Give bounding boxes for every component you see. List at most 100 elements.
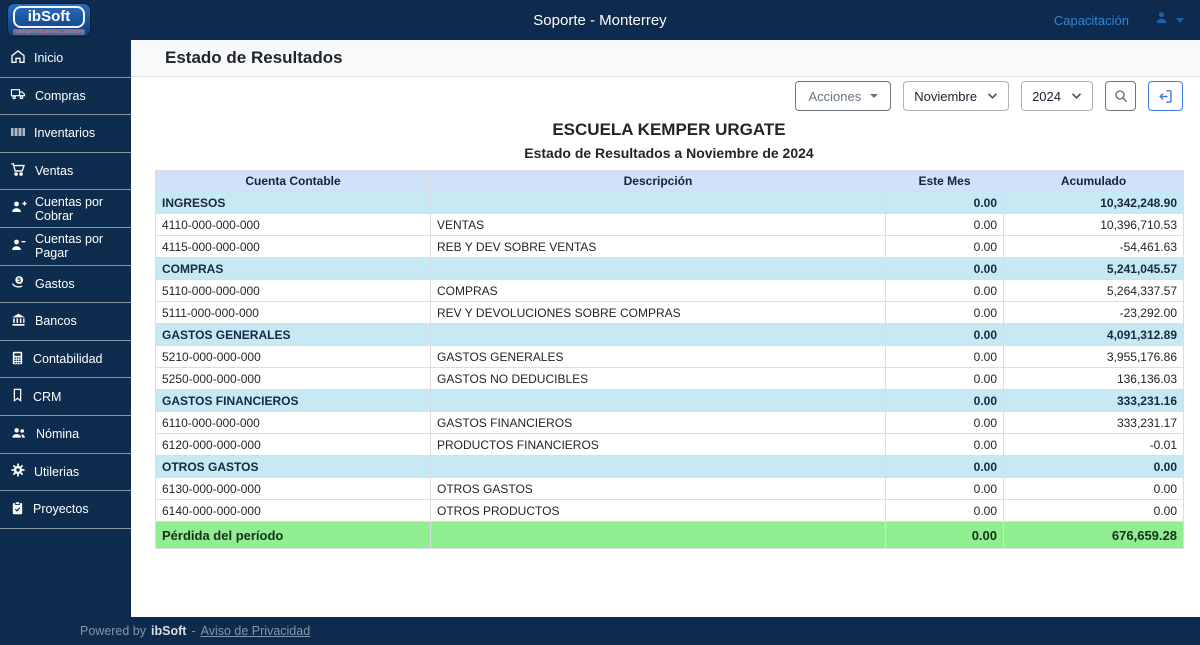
footer-brand: ibSoft xyxy=(151,624,187,638)
sidebar-item-label: Inicio xyxy=(34,51,64,66)
exit-button[interactable] xyxy=(1148,81,1183,111)
user-menu[interactable] xyxy=(1153,9,1184,31)
sidebar-item-compras[interactable]: Compras xyxy=(0,78,131,116)
detail-row: 5250-000-000-000 GASTOS NO DEDUCIBLES 0.00… xyxy=(155,367,1184,390)
acciones-button[interactable]: Acciones xyxy=(795,81,892,111)
person-plus-icon xyxy=(10,199,27,218)
sidebar-item-nomina[interactable]: Nómina xyxy=(0,416,131,454)
report-area: ESCUELA KEMPER URGATE Estado de Resultad… xyxy=(155,111,1184,549)
detail-row: 6130-000-000-000 OTROS GASTOS 0.00 0.00 xyxy=(155,477,1184,500)
total-label: Pérdida del período xyxy=(155,521,431,549)
money-hand-icon: $ xyxy=(10,274,27,294)
detail-row: 5210-000-000-000 GASTOS GENERALES 0.00 3,95… xyxy=(155,345,1184,368)
navbar-title: Soporte - Monterrey xyxy=(533,11,667,29)
report-table: Cuenta Contable Descripción Este Mes Acu… xyxy=(155,170,1184,549)
report-table-body: INGRESOS 0.00 10,342,248.90 4110-000-000-00… xyxy=(155,191,1184,522)
total-desc xyxy=(430,521,886,549)
bookmark-icon xyxy=(10,387,25,406)
month-select[interactable]: Noviembre xyxy=(903,81,1010,111)
toolbar: Acciones Noviembre 2024 xyxy=(131,81,1200,111)
col-header-acumulado: Acumulado xyxy=(1003,170,1184,192)
sidebar-item-cuentas-por-cobrar[interactable]: Cuentas por Cobrar xyxy=(0,190,131,228)
main-content: Estado de Resultados Acciones Noviembre … xyxy=(131,40,1200,617)
logo-text: ibSoft xyxy=(13,6,86,28)
search-icon xyxy=(1114,90,1127,103)
logo-tagline: Intelligent Business Software xyxy=(13,29,86,35)
sidebar-item-utilerias[interactable]: Utilerias xyxy=(0,454,131,492)
section-row: INGRESOS 0.00 10,342,248.90 xyxy=(155,191,1184,214)
caret-down-icon xyxy=(1176,17,1184,23)
chevron-down-icon xyxy=(1071,93,1082,99)
total-acumulado: 676,659.28 xyxy=(1003,521,1184,549)
col-header-este-mes: Este Mes xyxy=(885,170,1004,192)
sidebar-item-label: Proyectos xyxy=(33,502,89,517)
top-navbar: ibSoft Intelligent Business Software Sop… xyxy=(0,0,1200,40)
chevron-down-icon xyxy=(988,93,998,99)
sidebar-item-label: Inventarios xyxy=(34,126,96,141)
caret-down-icon xyxy=(870,94,879,98)
home-icon xyxy=(10,49,26,68)
sidebar-item-proyectos[interactable]: Proyectos xyxy=(0,491,131,529)
person-minus-icon xyxy=(10,237,27,256)
total-este-mes: 0.00 xyxy=(885,521,1004,549)
privacy-link[interactable]: Aviso de Privacidad xyxy=(200,624,311,638)
gear-icon xyxy=(10,462,26,481)
sidebar-item-crm[interactable]: CRM xyxy=(0,378,131,416)
sidebar-item-label: Bancos xyxy=(35,314,77,329)
footer-separator: - xyxy=(191,624,196,638)
detail-row: 6110-000-000-000 GASTOS FINANCIEROS 0.00 33… xyxy=(155,411,1184,434)
sidebar-item-contabilidad[interactable]: Contabilidad xyxy=(0,341,131,379)
sidebar-item-label: Ventas xyxy=(35,164,74,179)
user-icon xyxy=(1153,9,1170,31)
sidebar-item-label: Nómina xyxy=(36,427,80,442)
year-value: 2024 xyxy=(1032,88,1061,104)
total-row: Pérdida del período 0.00 676,659.28 xyxy=(155,521,1184,549)
col-header-cuenta-contable: Cuenta Contable xyxy=(155,170,431,192)
detail-row: 6140-000-000-000 OTROS PRODUCTOS 0.00 0.00 xyxy=(155,499,1184,522)
page-title: Estado de Resultados xyxy=(165,48,343,67)
table-header-row: Cuenta Contable Descripción Este Mes Acu… xyxy=(155,170,1184,192)
sidebar-item-label: Contabilidad xyxy=(33,352,103,367)
sidebar-item-cuentas-por-pagar[interactable]: Cuentas por Pagar xyxy=(0,228,131,266)
report-subtitle: Estado de Resultados a Noviembre de 2024 xyxy=(524,145,814,161)
sidebar-item-inventarios[interactable]: Inventarios xyxy=(0,115,131,153)
section-row: GASTOS GENERALES 0.00 4,091,312.89 xyxy=(155,323,1184,346)
sidebar-item-label: Gastos xyxy=(35,276,75,291)
sidebar-item-label: Cuentas por Cobrar xyxy=(35,194,104,223)
clipboard-icon xyxy=(10,500,25,519)
section-row: COMPRAS 0.00 5,241,045.57 xyxy=(155,257,1184,280)
col-header-descripcion: Descripción xyxy=(430,170,886,192)
page-header: Estado de Resultados xyxy=(131,40,1200,77)
sidebar-item-label: Utilerias xyxy=(34,464,80,479)
sidebar-item-label: Compras xyxy=(35,88,86,103)
sidebar-item-ventas[interactable]: Ventas xyxy=(0,153,131,191)
report-company-title: ESCUELA KEMPER URGATE xyxy=(552,120,786,139)
year-select[interactable]: 2024 xyxy=(1021,81,1093,111)
footer: Powered by ibSoft - Aviso de Privacidad xyxy=(0,617,1200,645)
people-icon xyxy=(10,425,28,444)
bank-icon xyxy=(10,312,27,331)
sidebar-item-label: CRM xyxy=(33,389,62,404)
exit-icon xyxy=(1159,89,1172,103)
cart-icon xyxy=(10,161,27,181)
sidebar: Inicio Compras Inventarios Ventas Cuenta… xyxy=(0,40,131,617)
detail-row: 6120-000-000-000 PRODUCTOS FINANCIEROS 0.0… xyxy=(155,433,1184,456)
sidebar-item-gastos[interactable]: $ Gastos xyxy=(0,266,131,304)
svg-text:$: $ xyxy=(17,277,21,284)
acciones-label: Acciones xyxy=(808,88,862,104)
powered-by-text: Powered by xyxy=(80,624,147,638)
sidebar-item-inicio[interactable]: Inicio xyxy=(0,40,131,78)
calculator-icon xyxy=(10,350,25,369)
detail-row: 4115-000-000-000 REB Y DEV SOBRE VENTAS 0.… xyxy=(155,235,1184,258)
barcode-icon xyxy=(10,124,26,143)
capacitacion-link[interactable]: Capacitación xyxy=(1053,12,1129,28)
truck-icon xyxy=(10,86,27,105)
sidebar-item-bancos[interactable]: Bancos xyxy=(0,303,131,341)
detail-row: 5110-000-000-000 COMPRAS 0.00 5,264,337.57 xyxy=(155,279,1184,302)
search-button[interactable] xyxy=(1105,81,1136,111)
ibsoft-logo[interactable]: ibSoft Intelligent Business Software xyxy=(8,4,91,36)
section-row: OTROS GASTOS 0.00 0.00 xyxy=(155,455,1184,478)
detail-row: 5111-000-000-000 REV Y DEVOLUCIONES SOBRE… xyxy=(155,301,1184,324)
section-row: GASTOS FINANCIEROS 0.00 333,231.16 xyxy=(155,389,1184,412)
month-value: Noviembre xyxy=(914,88,978,104)
